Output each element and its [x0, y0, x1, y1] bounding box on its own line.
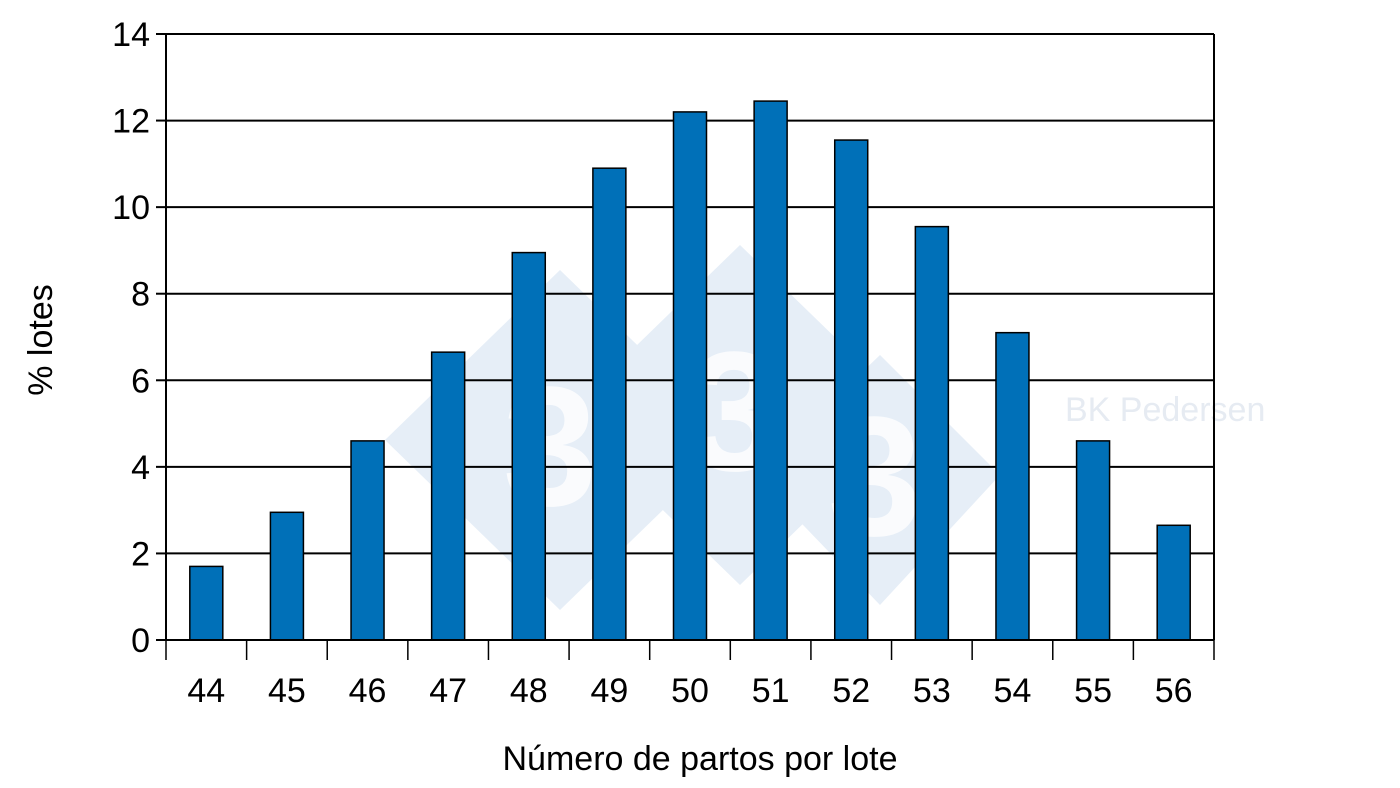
x-tick-label: 53 [913, 672, 951, 710]
x-tick-label: 49 [590, 672, 628, 710]
x-tick-label: 56 [1155, 672, 1193, 710]
y-tick-label: 4 [131, 449, 150, 487]
x-tick-label: 52 [832, 672, 870, 710]
y-tick-label: 10 [112, 189, 150, 227]
x-tick-label: 44 [187, 672, 225, 710]
y-tick-labels: 0 2 4 6 8 10 12 14 [112, 16, 150, 660]
bar-48 [511, 251, 547, 641]
watermark-text: BK Pedersen [1065, 391, 1265, 429]
bar-54 [995, 331, 1030, 641]
y-tick-label: 0 [131, 622, 150, 660]
axes [165, 34, 1215, 660]
x-tick-label: 47 [429, 672, 467, 710]
x-tick-label: 51 [752, 672, 790, 710]
x-axis-title: Número de partos por lote [503, 740, 898, 778]
bar-53 [914, 225, 950, 641]
bar-55 [1075, 440, 1111, 641]
y-tick-label: 14 [112, 16, 150, 54]
y-tick-label: 8 [131, 276, 150, 314]
bar-52 [833, 139, 869, 641]
x-tick-label: 45 [268, 672, 306, 710]
x-tick-label: 54 [994, 672, 1032, 710]
x-tick-labels: 44 45 46 47 48 49 50 51 52 53 54 55 56 [187, 672, 1192, 710]
x-tick-label: 55 [1074, 672, 1112, 710]
y-tick-label: 12 [112, 103, 150, 141]
x-tick-label: 48 [510, 672, 548, 710]
x-tick-label: 46 [349, 672, 387, 710]
bar-50 [672, 111, 708, 641]
y-tick-label: 2 [131, 535, 150, 573]
bar-45 [269, 511, 305, 641]
bar-56 [1156, 524, 1191, 641]
bar-44 [189, 565, 224, 641]
bars [189, 100, 1191, 641]
y-tick-label: 6 [131, 362, 150, 400]
bar-47 [430, 351, 466, 641]
bar-51 [753, 100, 788, 641]
x-tick-label: 50 [671, 672, 709, 710]
bar-49 [592, 167, 627, 641]
y-axis-title: % lotes [22, 284, 60, 396]
bar-46 [350, 440, 385, 641]
